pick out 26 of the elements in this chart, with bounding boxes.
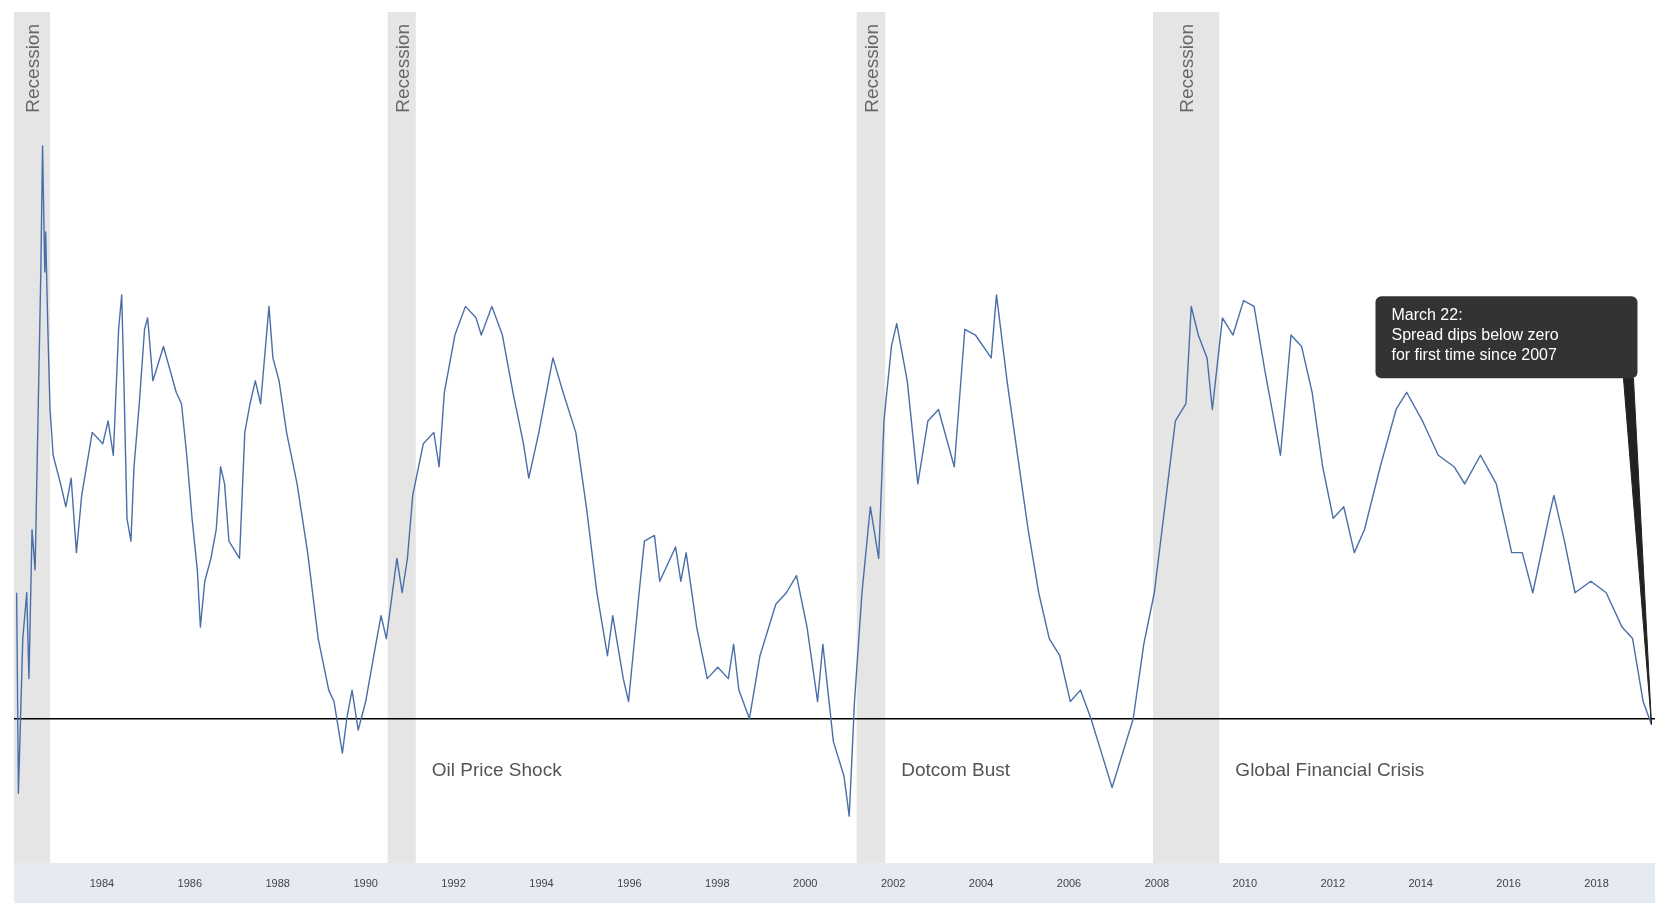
band-label: Recession [1176,24,1198,113]
x-tick-label: 2012 [1320,877,1346,889]
annotation: Global Financial Crisis [1235,758,1425,780]
x-tick-label: 2008 [1144,877,1170,889]
x-tick-label: 2014 [1408,877,1433,889]
x-tick-label: 1998 [705,877,730,889]
x-tick-label: 1996 [617,877,642,889]
band-label: Recession [22,24,44,113]
x-tick-label: 2002 [880,877,906,889]
band-label: Recession [860,24,882,113]
x-tick-label: 1984 [89,877,115,889]
x-tick-label: 1992 [441,877,466,889]
x-tick-label: 1986 [177,877,203,889]
x-tick-label: 2000 [793,877,818,889]
x-tick-label: 1988 [265,877,290,889]
x-tick-label: 1990 [353,877,378,889]
x-tick-label: 2004 [968,877,994,889]
x-tick-label: 2018 [1584,877,1609,889]
x-tick-label: 2016 [1496,877,1521,889]
annotation: Dotcom Bust [901,758,1011,780]
annotation: March 22: Spread dips below zero for first time since 2007 [1391,306,1559,364]
band-label: Recession [391,24,413,113]
annotation: Oil Price Shock [431,758,563,780]
x-tick-label: 2010 [1232,877,1258,889]
x-tick-label: 1994 [529,877,554,889]
x-tick-label: 2006 [1056,877,1082,889]
